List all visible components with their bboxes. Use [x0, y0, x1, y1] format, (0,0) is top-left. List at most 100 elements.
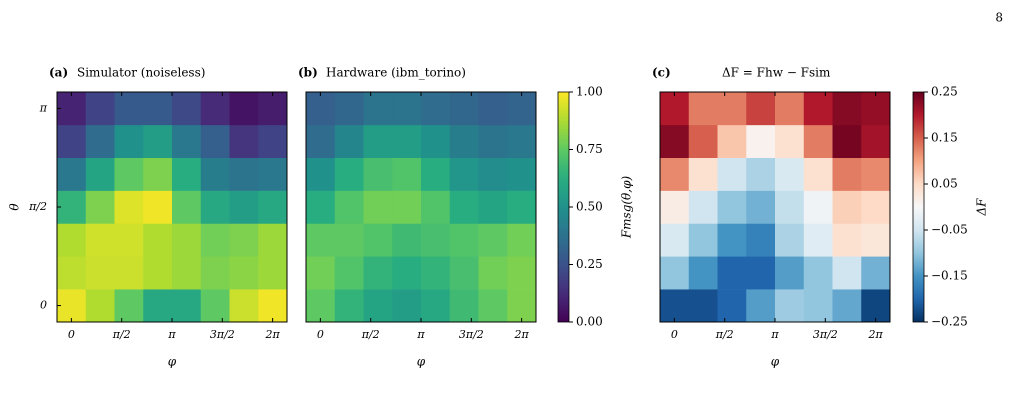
colorbar-tick-label: −0.25: [931, 315, 968, 329]
heatmap-cell: [803, 289, 833, 323]
heatmap-cell: [861, 256, 891, 290]
heatmap-cell: [421, 157, 451, 191]
heatmap-cell: [803, 157, 833, 191]
heatmap-cell: [507, 190, 537, 224]
x-tick-label: π/2: [361, 328, 380, 341]
x-tick-label: π/2: [112, 328, 131, 341]
panel-label: (c): [652, 66, 671, 80]
heatmap-cell: [803, 256, 833, 290]
colorbar: [912, 91, 925, 323]
heatmap-cell: [334, 157, 364, 191]
colorbar-tick-label: 0.15: [931, 131, 958, 145]
panel-title: Simulator (noiseless): [77, 66, 205, 80]
heatmap-cell: [334, 190, 364, 224]
heatmap-cell: [660, 157, 690, 191]
colorbar-tick-label: 1.00: [576, 85, 603, 99]
heatmap-cell: [306, 124, 336, 159]
heatmap-cell: [363, 157, 393, 191]
x-tick-label: 0: [317, 328, 324, 341]
heatmap-cell: [363, 256, 393, 290]
heatmap-cell: [258, 256, 288, 290]
heatmap-cell: [421, 190, 451, 224]
heatmap-cell: [832, 157, 862, 191]
heatmap-cell: [449, 190, 479, 224]
x-tick-label: π/2: [715, 328, 734, 341]
heatmap-cell: [775, 124, 805, 159]
heatmap-cell: [660, 190, 690, 224]
heatmap-cell: [306, 289, 336, 323]
heatmap-cell: [832, 289, 862, 323]
heatmap-cell: [746, 124, 776, 159]
heatmap-cell: [507, 223, 537, 257]
heatmap-cell: [861, 223, 891, 257]
heatmap-cell: [57, 223, 87, 257]
heatmap-cell: [421, 256, 451, 290]
heatmap-cell: [114, 190, 144, 224]
x-tick-label: 2π: [514, 328, 530, 341]
panel-label: (b): [298, 66, 318, 80]
heatmap-cell: [143, 124, 173, 159]
heatmap-cell: [200, 289, 230, 323]
heatmap-cell: [478, 223, 508, 257]
heatmap-cell: [478, 256, 508, 290]
heatmap-cell: [746, 289, 776, 323]
heatmap-cell: [449, 256, 479, 290]
colorbar-tick-label: 0.05: [931, 177, 958, 191]
heatmap-cell: [775, 157, 805, 191]
heatmap-cell: [143, 92, 173, 126]
heatmap-cell: [746, 190, 776, 224]
colorbar-tick-label: 0.00: [576, 315, 603, 329]
heatmap-cell: [306, 223, 336, 257]
heatmap-cell: [449, 92, 479, 126]
panel-label: (a): [49, 66, 68, 80]
heatmap-cell: [478, 157, 508, 191]
heatmap-cell: [660, 223, 690, 257]
heatmap-cell: [114, 223, 144, 257]
heatmap-cell: [229, 92, 259, 126]
heatmap-cell: [832, 92, 862, 126]
heatmap-cell: [449, 223, 479, 257]
heatmap-cell: [334, 289, 364, 323]
page-number: 8: [995, 11, 1003, 25]
heatmap-cell: [306, 256, 336, 290]
heatmap-cell: [363, 289, 393, 323]
heatmap-cell: [334, 124, 364, 159]
heatmap-cell: [660, 124, 690, 159]
heatmap-cell: [85, 92, 115, 126]
heatmap-cell: [392, 289, 422, 323]
panel-title: ΔF = Fhw − Fsim: [722, 66, 831, 80]
heatmap-cell: [85, 289, 115, 323]
x-tick-label: π: [167, 328, 176, 341]
heatmap-cell: [392, 124, 422, 159]
heatmap-cell: [688, 190, 718, 224]
y-tick-label: π: [39, 101, 48, 114]
heatmap-cell: [229, 289, 259, 323]
heatmap-cell: [717, 157, 747, 191]
heatmap-cell: [85, 256, 115, 290]
heatmap-cell: [258, 124, 288, 159]
heatmap-cell: [258, 190, 288, 224]
heatmap-cell: [861, 157, 891, 191]
heatmap-cell: [717, 256, 747, 290]
heatmap-cell: [85, 124, 115, 159]
heatmap-cell: [85, 190, 115, 224]
y-tick-label: 0: [40, 299, 47, 312]
colorbar-tick-label: −0.05: [931, 223, 968, 237]
x-tick-label: π: [770, 328, 779, 341]
heatmap-cell: [478, 190, 508, 224]
heatmap-cell: [200, 124, 230, 159]
heatmap-cell: [363, 92, 393, 126]
heatmap-cell: [421, 289, 451, 323]
heatmap-cell: [229, 124, 259, 159]
heatmap-cell: [449, 289, 479, 323]
heatmap-cell: [57, 289, 87, 323]
heatmap-cell: [114, 157, 144, 191]
heatmap-cell: [746, 157, 776, 191]
heatmap-cell: [421, 92, 451, 126]
heatmap-cell: [421, 223, 451, 257]
heatmap-cell: [114, 289, 144, 323]
heatmap-cell: [803, 223, 833, 257]
heatmap-cell: [392, 157, 422, 191]
heatmap-cell: [392, 190, 422, 224]
heatmap-cell: [172, 256, 202, 290]
